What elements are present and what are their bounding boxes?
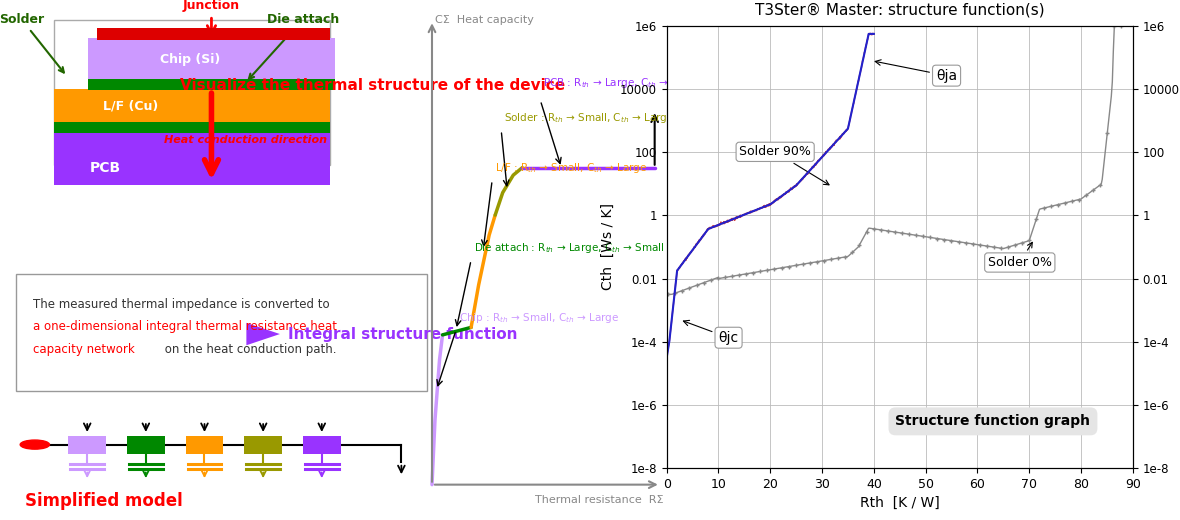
Polygon shape	[247, 323, 280, 345]
Circle shape	[20, 440, 50, 449]
Text: Chip : R$_{th}$ → Small, C$_{th}$ → Large: Chip : R$_{th}$ → Small, C$_{th}$ → Larg…	[459, 311, 620, 325]
Text: Die attach : R$_{th}$ → Large, C$_{th}$ → Small: Die attach : R$_{th}$ → Large, C$_{th}$ …	[474, 241, 664, 255]
Text: Solder: Solder	[0, 13, 64, 73]
Text: θjc: θjc	[683, 320, 739, 345]
Text: on the heat conduction path.: on the heat conduction path.	[160, 343, 336, 356]
Text: Junction: Junction	[183, 0, 240, 11]
Text: Thermal resistance  RΣ: Thermal resistance RΣ	[536, 495, 663, 504]
Text: θja: θja	[876, 60, 957, 83]
FancyBboxPatch shape	[185, 436, 223, 453]
FancyBboxPatch shape	[88, 79, 335, 90]
FancyBboxPatch shape	[54, 20, 330, 165]
Text: Integral structure function: Integral structure function	[288, 327, 518, 342]
Text: Simplified model: Simplified model	[25, 491, 183, 510]
Text: Heat conduction direction: Heat conduction direction	[164, 135, 327, 145]
Text: PCB : R$_{th}$ → Large, C$_{th}$ → Small: PCB : R$_{th}$ → Large, C$_{th}$ → Small	[543, 76, 701, 90]
Text: CΣ  Heat capacity: CΣ Heat capacity	[435, 16, 533, 25]
FancyBboxPatch shape	[54, 122, 330, 133]
Text: Solder 90%: Solder 90%	[739, 146, 830, 185]
Text: capacity network: capacity network	[33, 343, 135, 356]
FancyBboxPatch shape	[68, 436, 106, 453]
FancyBboxPatch shape	[54, 132, 330, 185]
Text: L/F : R$_{th}$ → Small, C$_{th}$ → Large: L/F : R$_{th}$ → Small, C$_{th}$ → Large	[496, 161, 648, 175]
Text: Chip (Si): Chip (Si)	[160, 53, 221, 66]
Text: Solder : R$_{th}$ → Small, C$_{th}$ → Large: Solder : R$_{th}$ → Small, C$_{th}$ → La…	[504, 111, 675, 125]
FancyBboxPatch shape	[244, 436, 282, 453]
Text: a one-dimensional integral thermal resistance heat: a one-dimensional integral thermal resis…	[33, 320, 336, 333]
Y-axis label: Cth  [Ws / K]: Cth [Ws / K]	[601, 203, 615, 291]
Text: PCB: PCB	[90, 161, 120, 175]
Text: The measured thermal impedance is converted to: The measured thermal impedance is conver…	[33, 298, 329, 311]
FancyBboxPatch shape	[17, 274, 426, 392]
X-axis label: Rth  [K / W]: Rth [K / W]	[860, 496, 939, 510]
FancyBboxPatch shape	[88, 38, 335, 80]
Text: Solder 0%: Solder 0%	[988, 242, 1051, 269]
Text: Die attach: Die attach	[249, 13, 339, 79]
FancyBboxPatch shape	[97, 28, 330, 41]
Text: L/F (Cu): L/F (Cu)	[103, 99, 158, 112]
Text: Structure function graph: Structure function graph	[896, 414, 1090, 428]
Title: T3Ster® Master: structure function(s): T3Ster® Master: structure function(s)	[755, 3, 1044, 18]
FancyBboxPatch shape	[54, 89, 330, 123]
FancyBboxPatch shape	[127, 436, 165, 453]
FancyBboxPatch shape	[303, 436, 341, 453]
Text: Visualize the thermal structure of the device: Visualize the thermal structure of the d…	[181, 78, 565, 93]
